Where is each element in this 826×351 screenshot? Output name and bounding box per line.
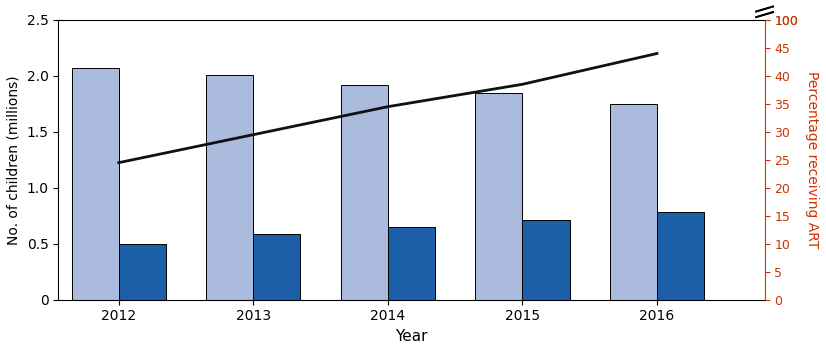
Y-axis label: No. of children (millions): No. of children (millions) (7, 75, 21, 245)
Bar (206, 75, 254, 300)
Bar (657, 212, 704, 300)
Bar (254, 234, 301, 300)
Bar (475, 93, 522, 300)
Bar (341, 85, 388, 300)
Bar (72, 68, 119, 300)
Bar (119, 244, 166, 300)
Bar (610, 104, 657, 300)
X-axis label: Year: Year (395, 329, 428, 344)
Y-axis label: Percentage receiving ART: Percentage receiving ART (805, 71, 819, 249)
Bar (388, 227, 435, 300)
Bar (522, 220, 569, 300)
